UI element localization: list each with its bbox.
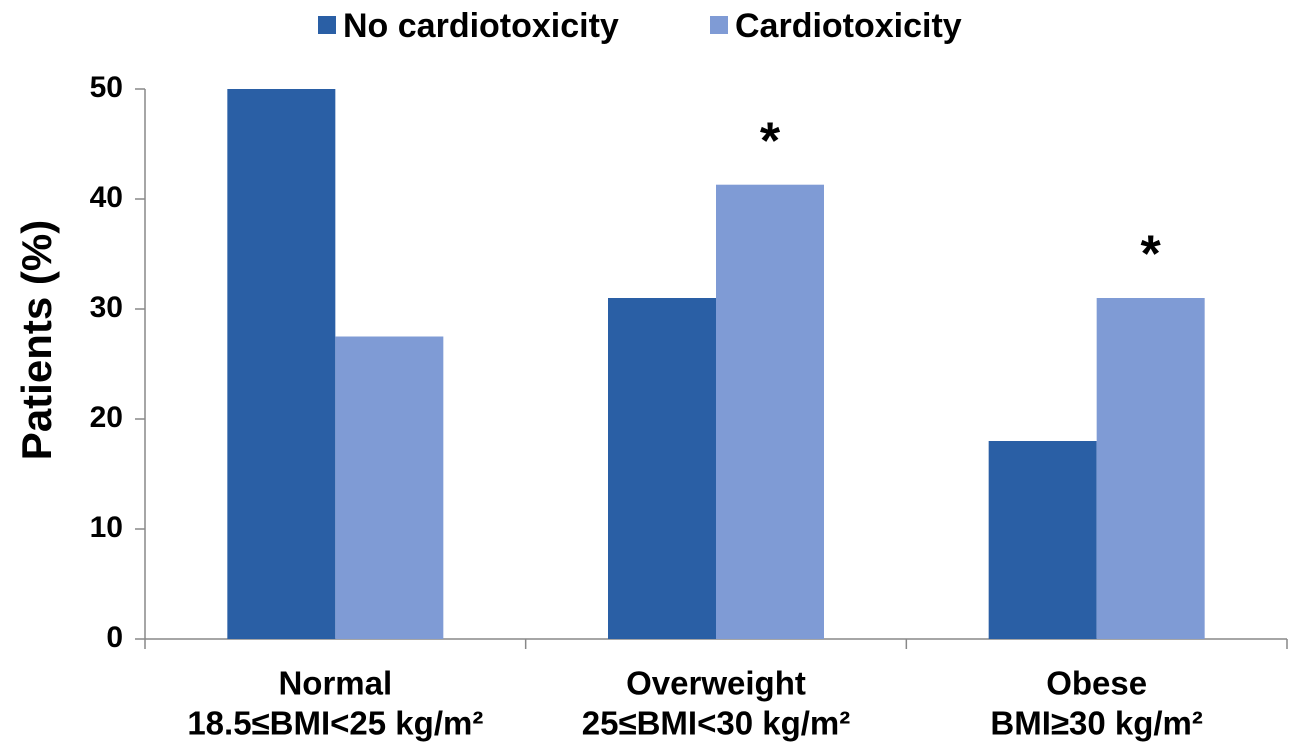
bar bbox=[608, 298, 716, 639]
y-tick-label: 20 bbox=[90, 401, 123, 434]
legend-label: Cardiotoxicity bbox=[735, 7, 962, 45]
x-tick-label: Overweight bbox=[626, 665, 806, 702]
bar bbox=[988, 441, 1097, 639]
bar bbox=[227, 89, 336, 639]
y-tick-label: 0 bbox=[106, 621, 123, 654]
bar bbox=[1096, 298, 1205, 639]
legend-swatch bbox=[710, 16, 728, 34]
x-tick-label: 25≤BMI<30 kg/m² bbox=[582, 705, 850, 742]
y-tick-label: 50 bbox=[90, 71, 123, 104]
y-axis-label: Patients (%) bbox=[13, 220, 60, 460]
x-tick-label: BMI≥30 kg/m² bbox=[990, 705, 1203, 742]
x-tick-label: Normal bbox=[278, 665, 392, 702]
legend-label: No cardiotoxicity bbox=[343, 7, 619, 45]
annotation: * bbox=[1141, 226, 1162, 284]
x-tick-label: 18.5≤BMI<25 kg/m² bbox=[187, 705, 483, 742]
bar bbox=[716, 184, 824, 639]
annotation: * bbox=[760, 112, 781, 170]
x-tick-label: Obese bbox=[1046, 665, 1147, 702]
legend-swatch bbox=[318, 16, 336, 34]
y-tick-label: 30 bbox=[90, 291, 123, 324]
bar bbox=[335, 336, 444, 639]
y-tick-label: 40 bbox=[90, 181, 123, 214]
y-tick-label: 10 bbox=[90, 511, 123, 544]
